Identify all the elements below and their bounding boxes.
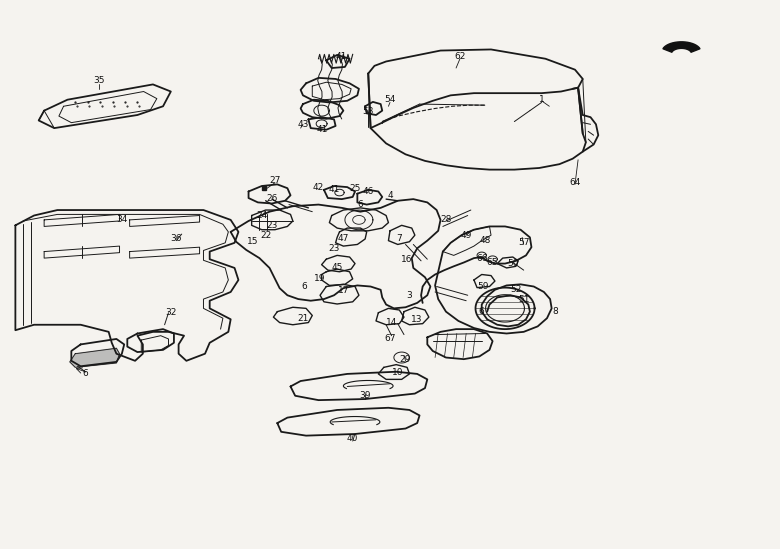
Text: 47: 47 bbox=[338, 234, 349, 244]
Text: 25: 25 bbox=[349, 184, 360, 193]
Text: 64: 64 bbox=[569, 178, 580, 187]
Text: 4: 4 bbox=[387, 191, 393, 200]
Text: 39: 39 bbox=[360, 391, 370, 400]
Text: 3: 3 bbox=[406, 291, 413, 300]
Text: 42: 42 bbox=[313, 183, 324, 192]
Text: 22: 22 bbox=[260, 231, 271, 240]
Text: 41: 41 bbox=[317, 125, 328, 135]
Text: 51: 51 bbox=[518, 295, 530, 304]
Text: 41: 41 bbox=[328, 186, 340, 194]
Text: 1: 1 bbox=[539, 95, 544, 104]
Text: 53: 53 bbox=[363, 107, 374, 116]
Text: 57: 57 bbox=[518, 238, 530, 247]
Text: 6: 6 bbox=[479, 307, 484, 316]
Polygon shape bbox=[663, 42, 700, 52]
Text: 66: 66 bbox=[476, 254, 488, 262]
Text: 65: 65 bbox=[487, 258, 498, 267]
Text: 59: 59 bbox=[477, 282, 489, 291]
Text: 67: 67 bbox=[385, 334, 395, 344]
Text: 34: 34 bbox=[116, 215, 128, 225]
Text: 52: 52 bbox=[510, 285, 522, 294]
Text: 6: 6 bbox=[83, 369, 88, 378]
Text: 62: 62 bbox=[454, 52, 466, 60]
Text: 17: 17 bbox=[338, 287, 349, 295]
Text: 23: 23 bbox=[328, 244, 340, 253]
Text: 21: 21 bbox=[297, 313, 309, 323]
Text: 50: 50 bbox=[507, 259, 519, 268]
Text: 24: 24 bbox=[256, 211, 268, 220]
Text: 28: 28 bbox=[440, 215, 452, 225]
Text: 14: 14 bbox=[386, 318, 397, 327]
Text: 19: 19 bbox=[314, 274, 326, 283]
Text: 32: 32 bbox=[165, 308, 176, 317]
Text: 46: 46 bbox=[363, 187, 374, 196]
Text: 40: 40 bbox=[347, 434, 358, 443]
Text: 49: 49 bbox=[460, 231, 472, 240]
Text: 26: 26 bbox=[266, 194, 278, 203]
Text: 6: 6 bbox=[302, 282, 307, 291]
Text: 8: 8 bbox=[552, 307, 558, 316]
Text: 35: 35 bbox=[93, 76, 105, 85]
Text: 41: 41 bbox=[335, 52, 347, 60]
Text: 43: 43 bbox=[297, 120, 309, 129]
Text: 7: 7 bbox=[396, 234, 402, 244]
Text: 36: 36 bbox=[171, 234, 182, 244]
Text: 10: 10 bbox=[392, 368, 403, 377]
Text: 45: 45 bbox=[332, 264, 343, 272]
Text: 13: 13 bbox=[412, 315, 423, 324]
Text: 27: 27 bbox=[269, 176, 281, 185]
Text: 48: 48 bbox=[479, 236, 491, 245]
Text: 29: 29 bbox=[400, 355, 411, 363]
Polygon shape bbox=[69, 348, 119, 367]
Text: 16: 16 bbox=[402, 255, 413, 264]
Text: 15: 15 bbox=[246, 237, 258, 247]
Text: 54: 54 bbox=[385, 95, 395, 104]
Text: 6: 6 bbox=[357, 200, 363, 209]
Text: 23: 23 bbox=[266, 221, 278, 230]
